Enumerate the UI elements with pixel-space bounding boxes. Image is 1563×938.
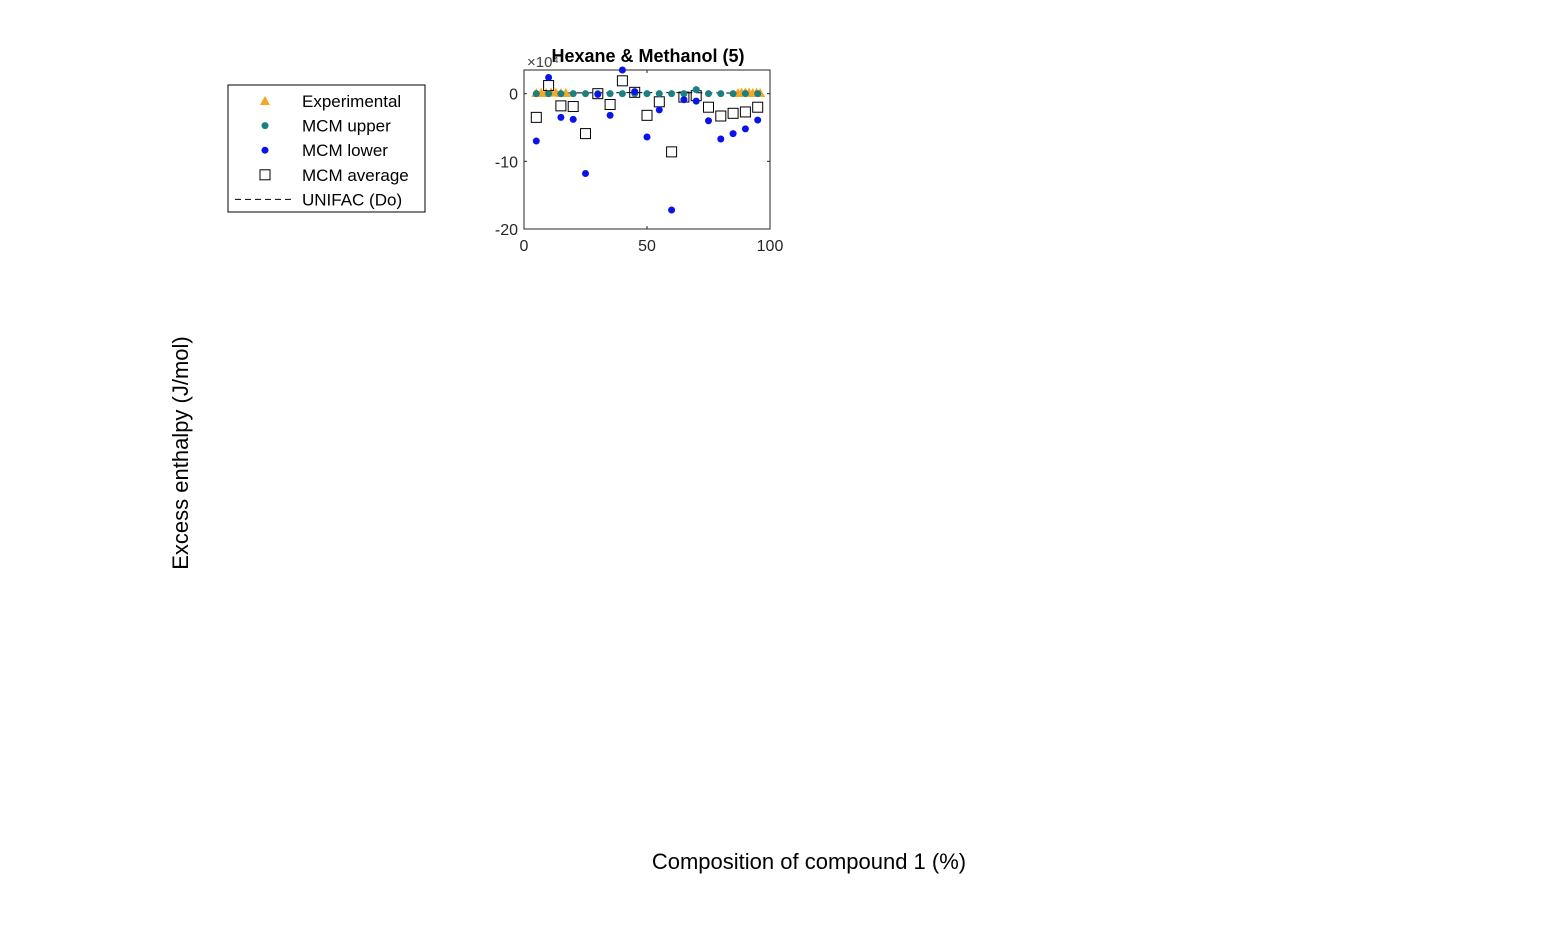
data-point [739,106,751,118]
data-point [643,133,651,141]
series-mcm-lower [532,66,762,214]
data-point [594,90,602,98]
data-point [606,111,614,119]
x-tick-label: 0 [520,238,529,255]
data-point [582,90,589,98]
figure-ylabel: Excess enthalpy (J/mol) [168,336,193,570]
data-point [666,146,678,158]
legend-box [227,84,426,213]
legend-item: MCM average [259,166,409,185]
data-point [618,90,626,98]
legend-label: MCM average [302,166,409,185]
data-point [655,90,663,98]
data-point [629,86,641,98]
legend-label: Experimental [302,92,401,111]
data-point [616,75,628,87]
data-point [569,115,577,123]
data-point [668,90,676,98]
data-point [567,101,579,113]
legend-swatch [259,169,271,181]
figure-xlabel: Composition of compound 1 (%) [652,849,966,874]
data-point [631,88,639,96]
data-point [717,90,725,98]
data-point [618,66,626,74]
data-point [752,101,764,113]
data-point [741,125,749,133]
x-tick-label: 50 [638,238,656,255]
data-point [729,90,737,98]
data-point [668,206,676,214]
legend-item: Experimental [260,92,401,111]
data-point [555,100,567,112]
data-point [655,106,663,114]
data-point [715,110,727,122]
data-point [680,96,688,104]
data-point [754,90,762,98]
data-point [729,130,737,138]
data-point [703,101,714,113]
legend-item: UNIFAC (Do) [235,190,402,209]
data-point [580,128,591,140]
legend-swatch [260,96,270,105]
legend: Experimental MCM upper MCM lower MCM averag… [227,84,426,213]
data-point [680,90,688,98]
data-point [692,86,700,94]
data-point [532,137,540,145]
data-point [754,116,762,124]
data-point [705,90,712,98]
legend-label: MCM lower [302,141,388,160]
legend-label: MCM upper [302,117,391,136]
data-point [641,109,653,121]
y-tick-label: 0 [509,87,518,104]
data-point [545,90,553,98]
x-tick-label: 100 [757,238,784,255]
data-point [705,117,712,125]
data-point [592,88,604,100]
data-point [545,73,553,81]
legend-item: MCM lower [261,141,388,160]
legend-label: UNIFAC (Do) [302,190,402,209]
legend-swatch [261,146,269,154]
y-tick-label: -20 [495,222,518,239]
data-point [582,170,589,178]
data-point [717,135,725,143]
y-exponent-label: ×10⁴ [527,54,559,71]
chart-title: Hexane & Methanol (5) [551,46,744,66]
data-point [530,111,542,123]
data-point [606,90,614,98]
legend-item: MCM upper [261,117,391,136]
data-point [557,90,565,98]
data-point [557,113,565,121]
subplot: Hexane & Methanol (5) ×10⁴ 0 50 100 0 -10 -20 [495,46,784,255]
data-point [643,90,651,98]
data-point [604,99,616,111]
legend-swatch [261,122,269,130]
data-point [692,97,700,105]
data-point [727,107,739,119]
data-point [569,90,577,98]
data-point [532,90,540,98]
y-tick-label: -10 [495,154,518,171]
data-point [741,90,749,98]
